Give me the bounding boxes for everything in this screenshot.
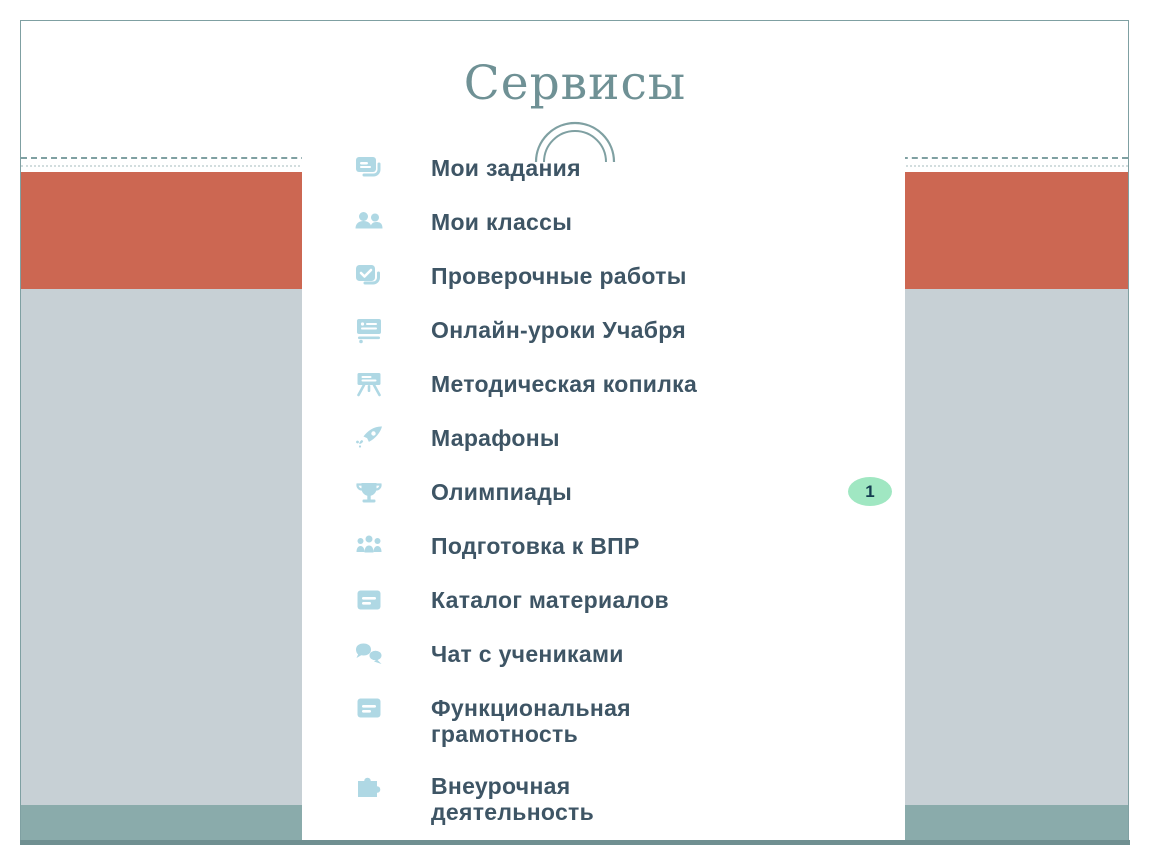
menu-item-12[interactable]: Внеурочная деятельность — [354, 760, 905, 838]
menu-item-3[interactable]: Проверочные работы — [354, 250, 905, 304]
menu-item-5[interactable]: Методическая копилка — [354, 358, 905, 412]
menu-item-label: Чат с учениками — [431, 641, 624, 667]
trophy-icon — [354, 477, 384, 507]
menu-item-10[interactable]: Чат с учениками — [354, 628, 905, 682]
services-menu: Мои задания Мои классы Проверочные работы О… — [302, 21, 905, 838]
menu-item-2[interactable]: Мои классы — [354, 196, 905, 250]
menu-item-6[interactable]: Марафоны — [354, 412, 905, 466]
group-icon — [354, 531, 384, 561]
tasks-icon — [354, 153, 384, 183]
menu-item-label: Онлайн-уроки Учабря — [431, 317, 687, 343]
menu-item-label: Мои классы — [431, 209, 573, 235]
menu-item-label: Олимпиады — [431, 479, 573, 505]
menu-item-label: Каталог материалов — [431, 587, 669, 613]
double-arc-decoration — [534, 121, 616, 163]
menu-item-9[interactable]: Каталог материалов — [354, 574, 905, 628]
services-menu-panel: Мои задания Мои классы Проверочные работы О… — [302, 21, 905, 840]
puzzle-icon — [354, 771, 384, 801]
menu-item-label: Внеурочная деятельность — [431, 773, 595, 825]
methodics-board-icon — [354, 369, 384, 399]
menu-item-label: Подготовка к ВПР — [431, 533, 640, 559]
menu-item-11[interactable]: Функциональная грамотность — [354, 682, 905, 760]
menu-item-label: Функциональная грамотность — [431, 695, 631, 747]
menu-item-label: Методическая копилка — [431, 371, 698, 397]
tests-icon — [354, 261, 384, 291]
bottom-accent-line — [20, 840, 1130, 845]
menu-item-label: Марафоны — [431, 425, 560, 451]
literacy-card-icon — [354, 693, 384, 723]
online-lessons-icon — [354, 315, 384, 345]
chat-icon — [354, 639, 384, 669]
menu-item-7[interactable]: Олимпиады 1 — [354, 466, 905, 520]
menu-item-label: Мои задания — [431, 155, 581, 181]
menu-item-4[interactable]: Онлайн-уроки Учабря — [354, 304, 905, 358]
menu-item-1[interactable]: Мои задания — [354, 142, 905, 196]
slide-title: Сервисы — [463, 56, 687, 111]
rocket-icon — [354, 423, 384, 453]
notification-badge: 1 — [848, 477, 892, 506]
menu-item-8[interactable]: Подготовка к ВПР — [354, 520, 905, 574]
catalog-card-icon — [354, 585, 384, 615]
classes-icon — [354, 207, 384, 237]
menu-item-label: Проверочные работы — [431, 263, 687, 289]
